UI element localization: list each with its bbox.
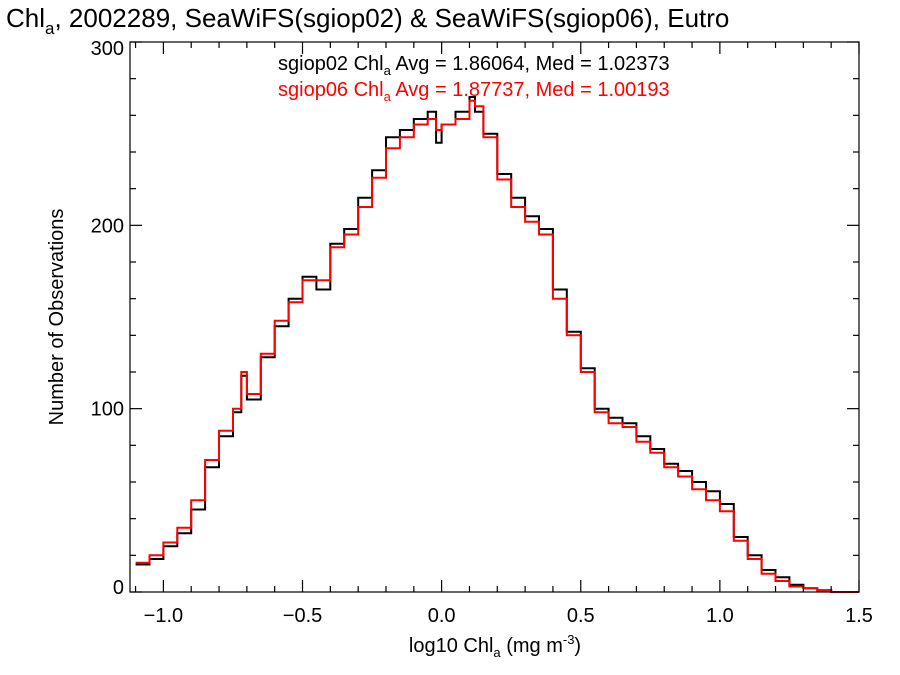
title-prefix: Chl	[6, 3, 45, 33]
x-axis-ticks: −1.0 −0.5 0.0 0.5 1.0 1.5	[134, 42, 873, 627]
legend-entry-sgiop06: sgiop06 Chla Avg = 1.87737, Med = 1.0019…	[278, 79, 670, 104]
x-tick-label: −1.0	[144, 605, 183, 627]
x-axis-label-superscript: -3	[563, 632, 575, 647]
y-axis-ticks: 0 100 200 300	[91, 38, 859, 599]
x-axis-label-end: )	[574, 635, 581, 657]
histogram-traces	[135, 96, 859, 593]
x-tick-label: 0.5	[567, 605, 595, 627]
y-axis-label: Number of Observations	[46, 209, 68, 426]
y-tick-label: 300	[91, 38, 124, 60]
y-tick-label: 0	[113, 577, 124, 599]
chart-title: Chla, 2002289, SeaWiFS(sgiop02) & SeaWiF…	[6, 3, 729, 38]
y-tick-label: 100	[91, 399, 124, 421]
x-axis-label-prefix: log10 Chl	[409, 635, 494, 657]
x-axis-label-subscript: a	[493, 645, 501, 660]
title-prefix-subscript: a	[45, 19, 55, 38]
x-tick-label: 1.0	[706, 605, 734, 627]
x-tick-label: 1.5	[845, 605, 873, 627]
legend: sgiop02 Chla Avg = 1.86064, Med = 1.0237…	[278, 53, 670, 104]
y-tick-label: 200	[91, 215, 124, 237]
plot-frame	[129, 41, 860, 593]
x-axis-label-middle: (mg m	[501, 635, 563, 657]
series-sgiop06-trace	[135, 99, 859, 593]
legend-entry-sgiop02: sgiop02 Chla Avg = 1.86064, Med = 1.0237…	[278, 53, 670, 78]
x-tick-label: −0.5	[283, 605, 322, 627]
x-axis-label: log10 Chla (mg m-3)	[409, 632, 581, 660]
title-rest: , 2002289, SeaWiFS(sgiop02) & SeaWiFS(sg…	[54, 3, 729, 33]
x-tick-label: 0.0	[428, 605, 456, 627]
